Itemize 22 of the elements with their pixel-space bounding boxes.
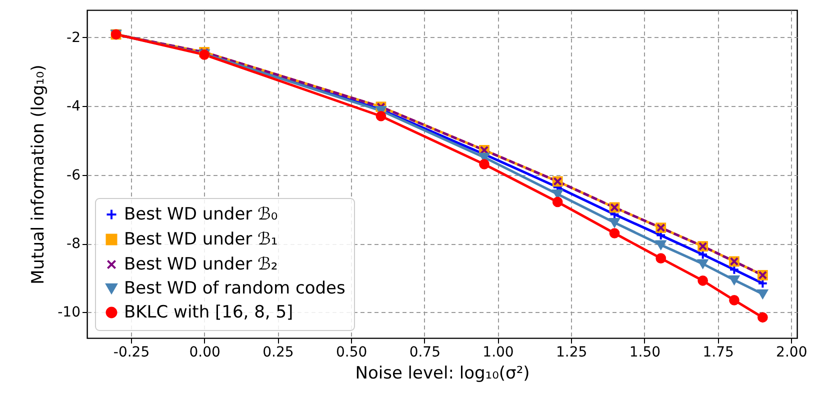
legend-label: Best WD under ℬ₀ — [124, 204, 278, 224]
x-tick-label: 0.25 — [262, 344, 294, 360]
legend-label: Best WD under ℬ₁ — [124, 230, 278, 250]
x-tick-label: 1.25 — [556, 344, 588, 360]
y-tick-label: -2 — [66, 30, 80, 46]
y-tick-label: -8 — [66, 236, 80, 252]
y-tick-label: -10 — [58, 304, 80, 321]
x-tick-label: 0.50 — [336, 344, 368, 360]
x-tick-label: -0.25 — [113, 344, 150, 360]
x-tick-label: 1.75 — [702, 344, 734, 360]
legend-label: BKLC with [16, 8, 5] — [124, 302, 294, 322]
x-tick-label: 2.00 — [776, 344, 808, 360]
legend-label: Best WD under ℬ₂ — [124, 254, 278, 274]
y-axis-title: Mutual information (log₁₀) — [28, 64, 49, 284]
x-tick-label: 0.00 — [189, 344, 220, 360]
y-tick-label: -6 — [66, 167, 81, 184]
legend-label: Best WD of random codes — [124, 278, 346, 298]
x-axis-title: Noise level: log₁₀(σ²) — [355, 364, 530, 384]
x-tick-label: 0.75 — [409, 344, 440, 360]
x-tick-label: 1.00 — [482, 344, 514, 360]
x-tick-label: 1.50 — [629, 344, 661, 360]
y-tick-label: -4 — [66, 98, 81, 115]
